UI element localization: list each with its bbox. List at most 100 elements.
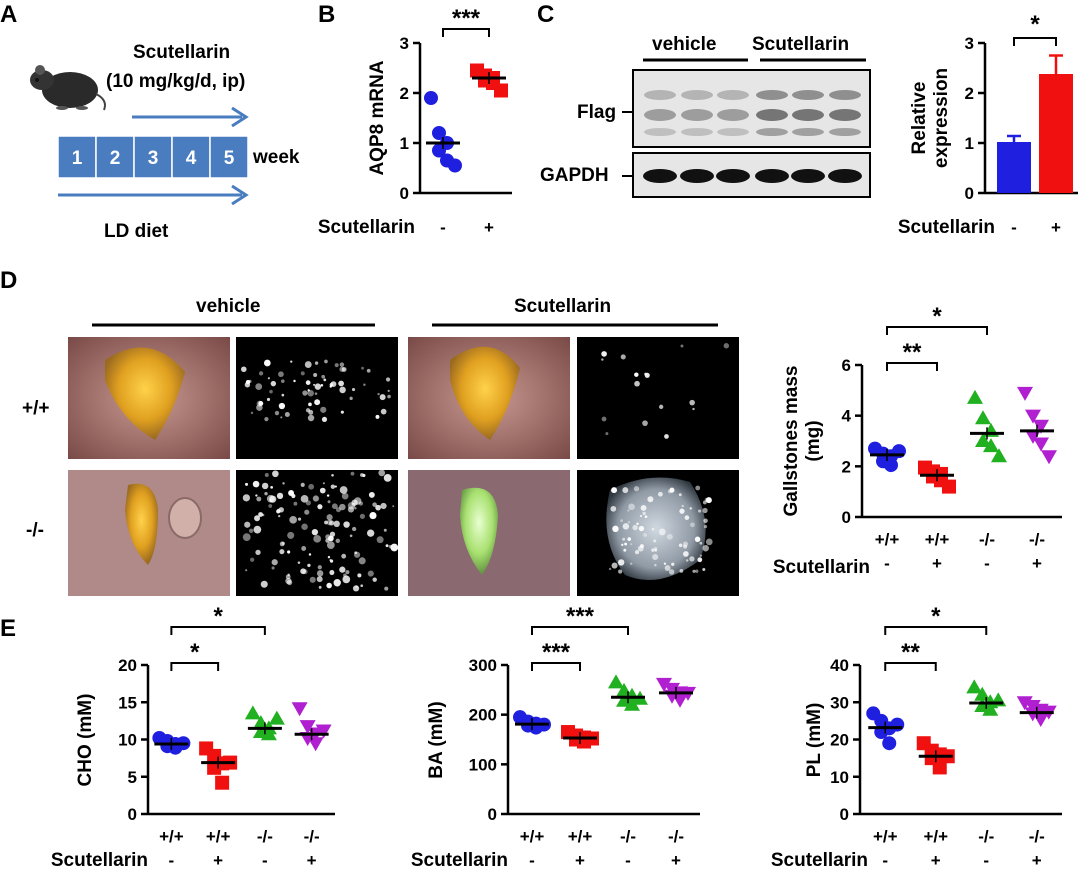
crystal: [263, 359, 271, 367]
week-number: 1: [72, 148, 83, 169]
crystal: [601, 351, 607, 357]
crystal: [339, 503, 346, 511]
data-point: [884, 458, 898, 473]
crystal: [330, 381, 337, 388]
crystal: [385, 377, 391, 382]
flag-band: [756, 109, 788, 121]
crystal: [264, 491, 268, 496]
crystal: [601, 358, 604, 361]
mouse-icon: [30, 65, 106, 111]
crystal: [343, 573, 347, 578]
data-point: [890, 717, 905, 732]
crystal: [284, 411, 290, 417]
crystal: [335, 538, 340, 544]
crystal: [330, 484, 336, 489]
data-point: [982, 701, 999, 716]
crystal: [657, 491, 663, 497]
genotype-label: +/+: [206, 827, 231, 846]
crystal: [287, 531, 295, 539]
crystal: [654, 563, 657, 567]
y-tick-label: 0: [128, 805, 137, 824]
data-point: [975, 410, 991, 425]
crystal: [651, 548, 655, 552]
flag-band: [829, 109, 861, 121]
crystal: [618, 569, 623, 574]
crystal: [643, 533, 648, 537]
treatment-label: -: [262, 851, 268, 870]
crystal: [242, 533, 251, 542]
crystal: [268, 504, 273, 508]
crystal: [301, 523, 308, 531]
significance-bracket: [531, 662, 581, 671]
blot-group-scutellarin: Scutellarin: [752, 34, 849, 55]
significance-label: *: [213, 603, 223, 630]
crystal: [329, 531, 336, 537]
y-tick-label: 20: [830, 731, 849, 750]
crystal: [644, 515, 648, 518]
crystal: [339, 366, 345, 372]
crystal: [267, 377, 270, 380]
crystal: [252, 480, 260, 488]
crystal: [248, 528, 254, 534]
crystal: [658, 528, 666, 536]
genotype-label: -/-: [620, 827, 636, 846]
crystal: [617, 559, 625, 566]
crystal: [311, 529, 319, 536]
crystal: [293, 501, 298, 506]
gapdh-band: [680, 169, 714, 183]
y-axis-label: Gallstones mass: [781, 365, 802, 516]
flag-band: [829, 90, 861, 100]
crystal: [699, 554, 703, 557]
crystal: [278, 514, 281, 518]
flag-band: [681, 128, 713, 136]
crystal: [297, 561, 301, 564]
significance-label: ***: [452, 5, 481, 32]
treatment-label: +: [1032, 851, 1042, 870]
crystal: [261, 513, 265, 517]
y-tick-label: 4: [842, 407, 852, 426]
week-number: 3: [148, 148, 159, 169]
flag-band: [644, 109, 676, 121]
y-tick-label: 5: [128, 768, 137, 787]
crystal: [684, 515, 690, 520]
treatment-label: +: [213, 851, 223, 870]
flag-band: [756, 90, 788, 100]
crystal: [270, 380, 277, 387]
crystal: [349, 534, 353, 538]
significance-label: **: [903, 339, 922, 366]
y-axis-label: BA (mM): [426, 701, 447, 778]
panel-d: D vehicle Scutellarin +/+ -/-: [0, 267, 1062, 596]
crystal: [339, 386, 346, 394]
genotype-label: -/-: [978, 827, 994, 846]
gapdh-band: [828, 169, 862, 183]
crystal: [319, 487, 326, 494]
crystal: [342, 575, 351, 584]
crystal: [385, 544, 389, 548]
crystal: [351, 387, 356, 392]
crystal: [272, 470, 279, 478]
crystal: [300, 371, 305, 376]
crystal: [308, 402, 312, 407]
crystal: [258, 371, 264, 376]
aqp8-chart: 0 1 2 3 AQP8 mRNA Scutellarin - + ***: [318, 5, 512, 238]
crystal: [245, 569, 248, 572]
crystal: [703, 518, 708, 523]
crystal: [302, 390, 308, 396]
crystal-image-ko-vehicle: [236, 469, 399, 596]
flag-label: Flag: [577, 102, 616, 123]
week-box: [209, 135, 249, 179]
treatment-label: +: [484, 218, 494, 237]
blot-group-vehicle: vehicle: [652, 34, 716, 55]
crystal: [314, 392, 318, 395]
crystal: [349, 396, 353, 401]
data-point: [494, 83, 508, 98]
crystal: [392, 505, 395, 508]
week-box: [95, 135, 135, 179]
crystal: [705, 538, 713, 546]
crystal: [358, 557, 366, 565]
week-number: 4: [186, 148, 197, 169]
crystal: [317, 565, 322, 570]
treatment-label: -: [884, 554, 890, 573]
crystal: [353, 497, 362, 505]
crystal: [668, 569, 675, 575]
